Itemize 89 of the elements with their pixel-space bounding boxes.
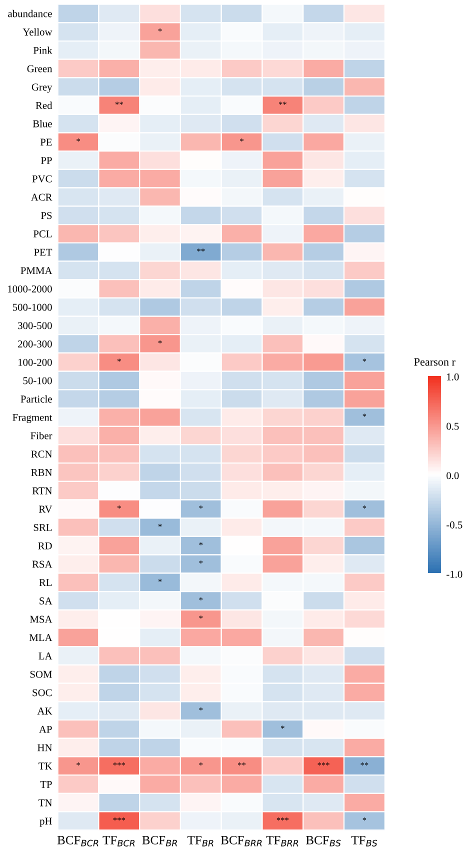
data-label: * xyxy=(199,542,203,546)
data-label: * xyxy=(281,726,284,729)
y-tick-label: PS xyxy=(40,212,52,220)
y-tick-label: Blue xyxy=(32,120,52,128)
data-label: * xyxy=(158,28,162,32)
x-tick-label: TF$_{BRR}$ xyxy=(266,836,298,846)
y-tick-label: RTN xyxy=(32,487,52,494)
data-label: *** xyxy=(276,817,289,821)
x-tick-label: TF$_{BR}$ xyxy=(188,836,214,846)
y-tick-label: Red xyxy=(36,102,52,109)
data-label: * xyxy=(240,138,244,142)
y-tick-label: 1000-2000 xyxy=(8,285,52,292)
y-tick-label: Yellow xyxy=(22,28,52,36)
data-label: * xyxy=(199,616,203,619)
y-tick-label: Grey xyxy=(32,84,52,93)
y-tick-label: 100-200 xyxy=(18,358,52,366)
data-label: *** xyxy=(113,762,126,766)
y-tick-label: SOC xyxy=(32,689,52,696)
y-tick-label: 50-100 xyxy=(23,377,52,384)
y-tick-label: AP xyxy=(39,726,52,733)
y-tick-label: RL xyxy=(39,579,52,586)
data-label: ** xyxy=(278,102,286,105)
y-tick-label: HN xyxy=(38,744,52,752)
color-bar-label: 0.5 xyxy=(446,422,459,430)
y-tick-label: MSA xyxy=(30,616,52,623)
y-tick-label: PMMA xyxy=(20,267,52,274)
x-tick-label: BCF$_{BR}$ xyxy=(142,836,177,846)
data-label: ** xyxy=(197,248,205,252)
color-bar-label: 0.0 xyxy=(446,472,459,480)
x-tick-label: TF$_{BCR}$ xyxy=(102,836,135,846)
y-tick-label: Fiber xyxy=(30,432,52,440)
y-tick-label: SOM xyxy=(30,670,52,678)
data-label: * xyxy=(76,762,80,766)
x-tick-label: BCF$_{BRR}$ xyxy=(220,836,262,846)
y-tick-label: PCL xyxy=(33,230,52,238)
y-tick-label: PP xyxy=(40,157,52,164)
y-tick-label: SRL xyxy=(34,524,52,532)
y-tick-label: RSA xyxy=(32,560,52,568)
y-tick-label: PVC xyxy=(32,175,52,182)
data-label: * xyxy=(117,506,121,509)
data-label: *** xyxy=(318,762,330,766)
color-bar-label: -0.5 xyxy=(446,521,462,529)
data-label: ** xyxy=(115,102,123,105)
y-tick-label: 200-300 xyxy=(18,340,52,348)
color-bar-label: -1.0 xyxy=(446,570,462,578)
y-tick-label: PET xyxy=(34,248,52,256)
x-tick-label: TF$_{BS}$ xyxy=(351,836,378,846)
y-tick-label: RV xyxy=(38,506,52,513)
y-tick-label: LA xyxy=(38,652,52,660)
y-tick-label: 500-1000 xyxy=(12,304,52,311)
data-label: * xyxy=(199,560,203,564)
y-tick-label: Particle xyxy=(20,395,52,403)
y-tick-label: RCN xyxy=(31,450,52,458)
data-label: ** xyxy=(238,762,246,766)
data-label: * xyxy=(76,138,80,142)
data-label: * xyxy=(362,817,366,821)
y-tick-label: Green xyxy=(27,65,52,72)
data-label: ** xyxy=(360,762,368,766)
y-tick-label: RD xyxy=(38,542,52,550)
y-tick-label: TP xyxy=(40,781,52,788)
y-tick-label: SA xyxy=(40,597,52,604)
data-label: * xyxy=(158,340,162,344)
data-label: * xyxy=(199,506,203,509)
data-label: * xyxy=(199,707,203,710)
y-tick-label: TN xyxy=(38,799,52,806)
data-label: * xyxy=(117,358,121,362)
data-label: *** xyxy=(113,817,126,821)
y-tick-label: AK xyxy=(37,708,52,714)
data-label: * xyxy=(362,358,366,362)
y-tick-label: ACR xyxy=(30,194,52,201)
data-label: * xyxy=(362,506,366,509)
y-tick-label: TK xyxy=(38,762,52,770)
y-tick-label: RBN xyxy=(31,469,52,476)
y-tick-label: pH xyxy=(40,818,52,827)
y-tick-label: 300-500 xyxy=(18,322,52,330)
data-label: * xyxy=(158,524,162,527)
color-bar-label: 1.0 xyxy=(447,373,459,380)
y-tick-label: Fragment xyxy=(12,414,52,424)
y-tick-label: Pink xyxy=(33,46,52,54)
x-tick-label: BCF$_{BCR}$ xyxy=(57,836,98,846)
y-tick-label: abundance xyxy=(8,10,52,18)
data-label: * xyxy=(199,762,203,766)
color-bar-title: Pearson r xyxy=(414,358,456,366)
data-label: * xyxy=(362,414,366,417)
y-tick-label: MLA xyxy=(29,634,52,642)
x-tick-label: BCF$_{BS}$ xyxy=(306,836,341,846)
data-label: * xyxy=(158,578,162,582)
data-label: * xyxy=(199,597,203,600)
y-tick-label: PE xyxy=(40,138,52,146)
